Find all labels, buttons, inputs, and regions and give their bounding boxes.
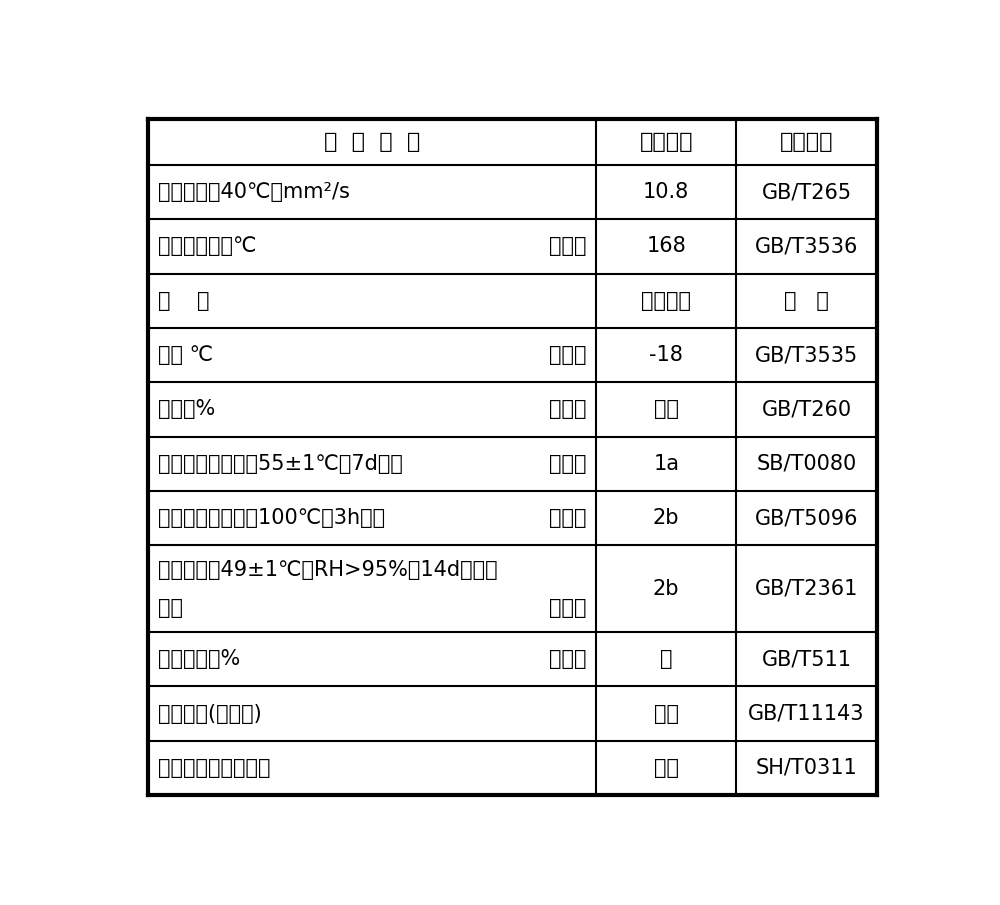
Text: 检  验  项  目: 检 验 项 目	[324, 132, 420, 152]
Text: 湿热试验（49±1℃、RH>95%、14d），级: 湿热试验（49±1℃、RH>95%、14d），级	[158, 559, 497, 579]
Text: SH/T0311: SH/T0311	[756, 757, 857, 777]
Text: GB/T3535: GB/T3535	[755, 345, 858, 365]
Text: 人汗置换性（钙片）: 人汗置换性（钙片）	[158, 757, 270, 777]
Text: 2b: 2b	[653, 508, 679, 528]
Text: 腐蚀试验（铜片、100℃、3h）级: 腐蚀试验（铜片、100℃、3h）级	[158, 508, 385, 528]
Text: 实测指标: 实测指标	[639, 132, 693, 152]
Text: 不大于: 不大于	[549, 597, 587, 618]
Text: GB/T260: GB/T260	[761, 399, 852, 419]
Text: GB/T265: GB/T265	[761, 182, 852, 202]
Text: 168: 168	[646, 236, 686, 256]
Text: GB/T5096: GB/T5096	[755, 508, 858, 528]
Text: 水分，%: 水分，%	[158, 399, 215, 419]
Text: 10.8: 10.8	[643, 182, 689, 202]
Text: GB/T11143: GB/T11143	[748, 703, 865, 723]
Text: GB/T511: GB/T511	[761, 649, 851, 669]
Text: 棕红透明: 棕红透明	[641, 291, 691, 310]
Text: 外    观: 外 观	[158, 291, 209, 310]
Text: 机械杂质，%: 机械杂质，%	[158, 649, 240, 669]
Text: 不大于: 不大于	[549, 649, 587, 669]
Text: 不高于: 不高于	[549, 345, 587, 365]
Text: 闪点（开口）℃: 闪点（开口）℃	[158, 236, 256, 256]
Text: 框迹: 框迹	[654, 399, 679, 419]
Text: 1a: 1a	[653, 453, 679, 473]
Text: GB/T2361: GB/T2361	[755, 578, 858, 598]
Text: 2b: 2b	[653, 578, 679, 598]
Text: GB/T3536: GB/T3536	[755, 236, 858, 256]
Text: 锈蚀试验(蒸馏水): 锈蚀试验(蒸馏水)	[158, 703, 261, 723]
Text: 目   测: 目 测	[784, 291, 829, 310]
Text: 无锈: 无锈	[654, 703, 679, 723]
Text: -18: -18	[649, 345, 683, 365]
Text: 不低于: 不低于	[549, 236, 587, 256]
Text: 铜片: 铜片	[158, 597, 183, 618]
Text: 不大于: 不大于	[549, 399, 587, 419]
Text: 试验方法: 试验方法	[780, 132, 833, 152]
Text: 不大于: 不大于	[549, 508, 587, 528]
Text: 不大于: 不大于	[549, 453, 587, 473]
Text: 无: 无	[660, 649, 672, 669]
Text: SB/T0080: SB/T0080	[756, 453, 857, 473]
Text: 倾点 ℃: 倾点 ℃	[158, 345, 213, 365]
Text: 腐蚀试验（铜片、55±1℃、7d）级: 腐蚀试验（铜片、55±1℃、7d）级	[158, 453, 402, 473]
Text: 运动粘度，40℃，mm²/s: 运动粘度，40℃，mm²/s	[158, 182, 349, 202]
Text: 合格: 合格	[654, 757, 679, 777]
